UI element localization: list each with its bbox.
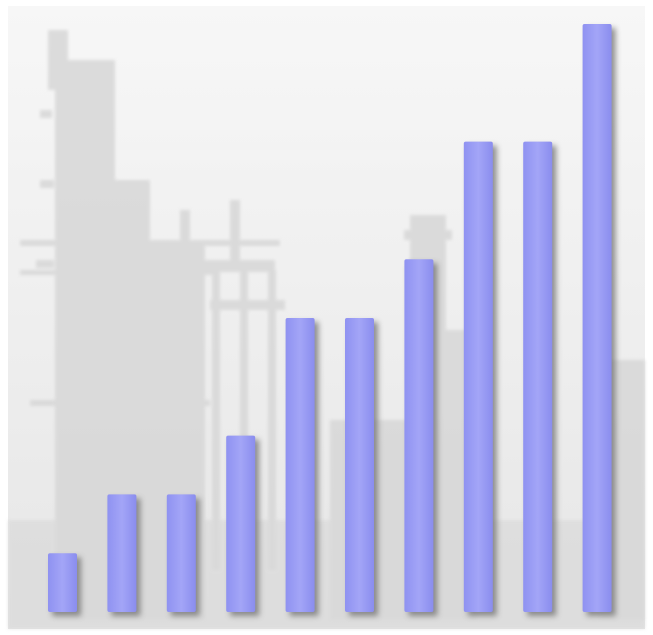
bar-4 [226, 435, 256, 612]
bar-2 [107, 494, 137, 612]
bar-7 [404, 259, 434, 612]
bar-9 [523, 141, 553, 612]
bar-6 [345, 318, 374, 612]
bars [48, 24, 612, 612]
bar-10 [582, 24, 612, 612]
bar-3 [166, 494, 196, 612]
bar-5 [285, 318, 315, 612]
bar-8 [463, 141, 493, 612]
bar-1 [48, 553, 77, 612]
